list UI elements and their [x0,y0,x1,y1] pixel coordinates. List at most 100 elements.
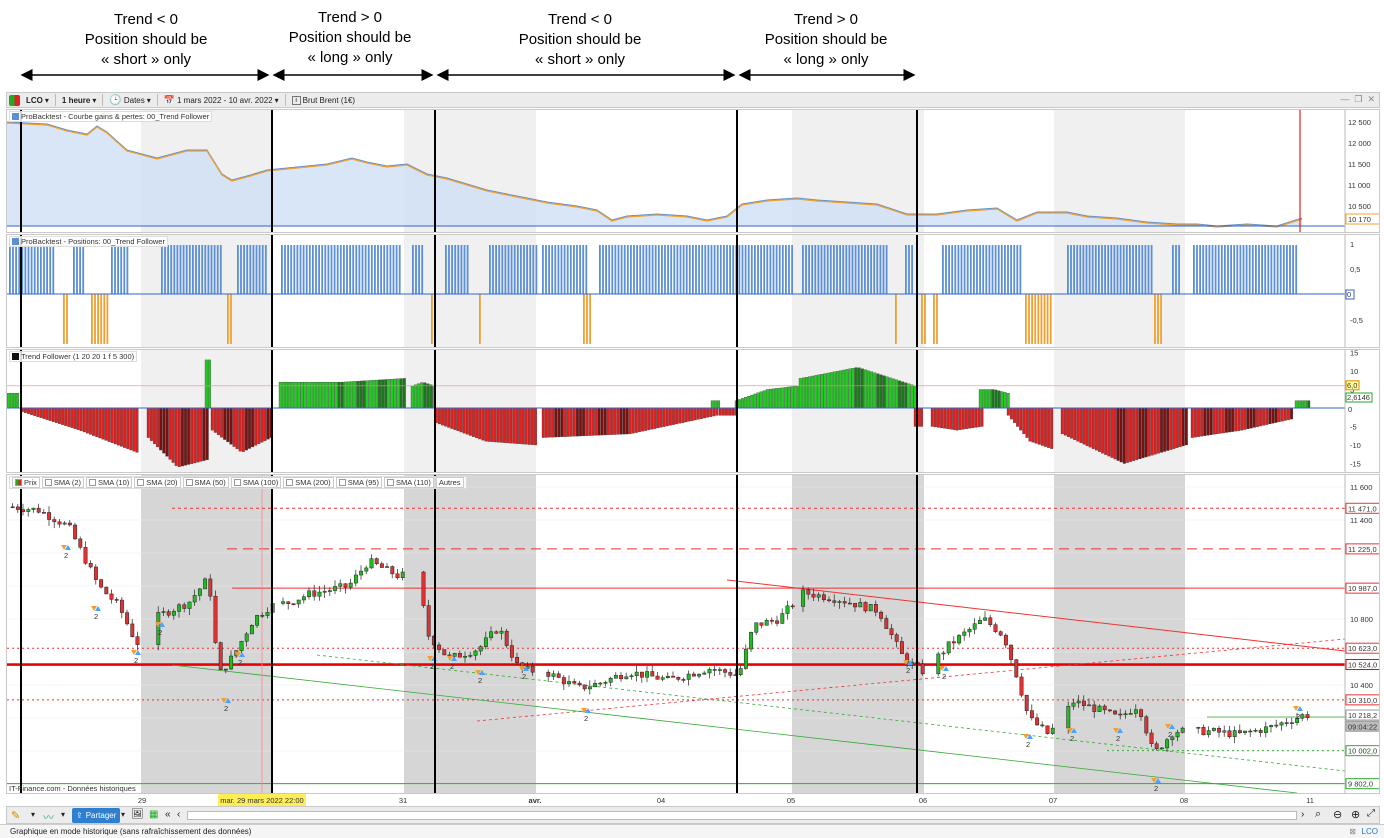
positive-trend-bar [7,393,10,409]
chevron-down-icon[interactable]: ▾ [31,810,36,819]
y-tick-label: 12 500 [1348,118,1371,127]
y-tick-label: -0,5 [1350,316,1363,325]
chart-type-button[interactable] [9,94,20,106]
legend-item[interactable]: SMA (50) [182,477,229,488]
negative-trend-bar [1277,407,1281,423]
legend-item[interactable]: Prix [12,477,40,488]
buy-arrow-icon [943,666,949,671]
bearish-candle [1201,727,1206,736]
long-position-bar [258,245,261,294]
long-position-bar [994,245,997,294]
negative-trend-bar [1101,407,1105,454]
positive-trend-bar [368,380,372,409]
short-position-bar [1025,294,1027,344]
zoom-out-icon[interactable]: ⊖ [1333,809,1343,821]
x-tick-label: 31 [399,796,407,805]
bearish-candle [639,671,644,678]
positive-trend-bar [750,394,754,409]
scroll-right-icon[interactable]: › [1301,809,1305,820]
long-position-bar [639,245,642,294]
negative-trend-bar [1009,407,1013,420]
instrument-info[interactable]: i Brut Brent (1€) [291,95,355,105]
negative-trend-bar [930,407,934,427]
negative-trend-bar [42,407,46,419]
legend-item[interactable]: SMA (2) [41,477,85,488]
bearish-candle [905,653,910,665]
close-icon[interactable]: ✕ [1367,94,1375,104]
bearish-candle [1102,705,1107,711]
bearish-candle [671,675,676,678]
bullish-candle [567,681,572,685]
long-position-bar [219,245,222,294]
legend-item[interactable]: SMA (100) [230,477,282,488]
share-button[interactable]: ⇪ Partager [72,808,121,823]
long-position-bar [670,245,673,294]
timeframe-selector[interactable]: 1 heure ▾ [62,96,96,105]
bullish-candle [1087,704,1092,707]
negative-trend-bar [534,407,537,446]
bullish-candle [1175,732,1180,738]
scroll-left-icon[interactable]: ‹ [177,809,181,820]
legend-item[interactable]: SMA (95) [335,477,382,488]
negative-trend-bar [146,407,150,438]
sell-arrow-icon [519,666,525,671]
screenshot-icon[interactable]: 🖼 [131,809,144,820]
zoom-in-icon[interactable]: ⊕ [1351,809,1361,821]
legend-label: SMA (110) [395,478,431,487]
long-position-bar [489,245,491,294]
bearish-candle [530,665,535,673]
long-position-bar [985,245,988,294]
long-position-bar [814,245,817,294]
negative-trend-bar [958,407,962,430]
long-position-bar [1224,245,1226,294]
restore-icon[interactable]: ❐ [1354,94,1363,104]
trade-count-label: 2 [134,656,138,665]
bearish-candle [879,611,884,619]
value-tag [1345,392,1373,403]
positive-trend-bar [839,370,843,409]
drawing-tool-icon[interactable]: ✎ [11,810,21,822]
dates-selector[interactable]: 🕒 Dates ▾ [109,95,150,106]
value-tag-label: 2,6146 [1347,393,1370,402]
long-position-bar [114,245,116,294]
negative-trend-bar [444,407,448,427]
chevron-down-icon[interactable]: ▾ [121,810,126,819]
negative-trend-bar [1034,407,1038,444]
trade-count-label: 2 [450,662,454,671]
zoom-reset-icon[interactable]: ⌕ [1315,808,1322,820]
long-position-bar [111,245,113,294]
horizontal-scrollbar[interactable] [187,811,1297,820]
fit-icon[interactable]: ⤢ [1367,808,1375,819]
export-icon[interactable]: ▦ [149,809,159,820]
trade-marker: 2 [1113,728,1123,743]
legend-item[interactable]: SMA (20) [134,477,181,488]
trade-count-label: 2 [1168,730,1172,739]
short-position-bar [106,294,109,344]
close-small-icon[interactable]: ⊠ [1349,827,1356,836]
annotation-line2: « long » only [307,49,393,66]
legend-item[interactable]: Autres [435,477,464,488]
legend-item[interactable]: SMA (110) [383,477,434,488]
chevron-down-icon[interactable]: ▾ [61,810,66,819]
long-position-bar [73,245,75,294]
long-position-bar [579,245,581,294]
long-position-bar [1193,245,1195,294]
positive-trend-bar [396,378,400,409]
scroll-start-icon[interactable]: « [165,809,171,820]
long-position-bar [942,245,944,294]
bullish-candle [400,571,405,578]
short-position-bar [91,294,93,344]
positive-trend-bar [798,378,802,409]
negative-trend-bar [95,407,99,437]
bearish-candle [1081,700,1086,706]
long-position-bar [421,245,424,294]
date-range-selector[interactable]: 📅 1 mars 2022 - 10 avr. 2022 ▾ [164,95,279,106]
minimize-icon[interactable]: — [1340,94,1350,104]
legend-item[interactable]: SMA (200) [283,477,334,488]
indicator-icon[interactable]: 〰 [43,812,54,824]
legend-item[interactable]: SMA (10) [86,477,133,488]
symbol-selector[interactable]: LCO ▾ [26,96,49,105]
session-shade [1054,110,1185,232]
bearish-candle [1149,732,1154,744]
positive-trend-bar [207,359,211,409]
